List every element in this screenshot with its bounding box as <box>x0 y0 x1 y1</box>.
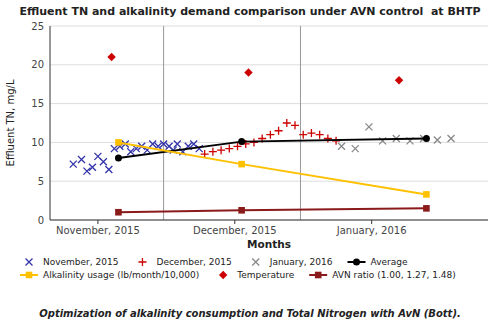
grid-line <box>50 181 488 182</box>
legend-marker <box>315 272 322 279</box>
x-axis-line <box>50 220 488 221</box>
point <box>395 76 403 84</box>
legend-item: AVN ratio (1.00, 1.27, 1.48) <box>309 270 456 280</box>
point <box>78 156 85 163</box>
x-tick-label: January, 2016 <box>336 225 407 236</box>
point <box>423 205 430 212</box>
line <box>118 208 426 212</box>
y-tick-label: 25 <box>31 21 44 32</box>
legend-marker <box>219 271 227 279</box>
series <box>115 205 430 215</box>
point <box>244 68 252 76</box>
series <box>115 139 430 198</box>
legend-marker <box>252 259 259 266</box>
point <box>225 145 233 153</box>
divider-line <box>163 26 164 220</box>
point <box>115 154 122 161</box>
background <box>0 0 500 323</box>
point <box>209 148 217 156</box>
point <box>434 137 441 144</box>
point <box>291 121 299 129</box>
point <box>324 135 332 143</box>
point <box>338 143 345 150</box>
y-tick-label: 20 <box>31 59 44 70</box>
point <box>299 131 307 139</box>
series <box>338 123 455 152</box>
legend-item: January, 2016 <box>252 257 333 267</box>
point <box>307 129 315 137</box>
x-axis: November, 2015 December, 2015 January, 201… <box>56 220 407 236</box>
x-tick <box>97 220 98 224</box>
point <box>217 146 225 154</box>
x-tick-label: November, 2015 <box>56 225 140 236</box>
x-tick <box>371 220 372 224</box>
line <box>118 142 426 194</box>
legend-marker <box>26 259 33 266</box>
legend-item: Average <box>348 257 408 267</box>
y-axis-line <box>50 26 51 220</box>
y-tick-label: 0 <box>38 215 44 226</box>
line <box>118 139 426 158</box>
point <box>316 131 324 139</box>
series <box>201 119 340 158</box>
y-tick-label: 15 <box>31 98 44 109</box>
point <box>266 131 274 139</box>
legend-item: Temperature <box>219 270 295 280</box>
legend-marker <box>138 258 146 266</box>
y-axis: 0 5 10 15 20 25 <box>31 21 488 226</box>
legend-item: November, 2015 <box>26 257 119 267</box>
point <box>365 123 372 130</box>
point <box>423 135 430 142</box>
point <box>174 140 181 147</box>
grid-line <box>50 220 488 221</box>
legend-label: January, 2016 <box>269 257 333 267</box>
legend-item: December, 2015 <box>138 257 231 267</box>
point <box>115 209 122 216</box>
grid-line <box>50 26 488 27</box>
legend-marker <box>353 259 360 266</box>
legend-label: November, 2015 <box>43 257 118 267</box>
plot-area <box>70 26 455 220</box>
y-tick-label: 10 <box>31 137 44 148</box>
point <box>107 53 115 61</box>
point <box>238 207 245 214</box>
x-tick <box>234 220 235 224</box>
point <box>352 145 359 152</box>
x-tick-label: December, 2015 <box>193 225 277 236</box>
x-axis-label: Months <box>247 238 291 250</box>
legend-label: Average <box>371 257 408 267</box>
series <box>115 135 430 161</box>
y-tick-label: 5 <box>38 176 44 187</box>
point <box>89 164 96 171</box>
point <box>100 158 107 165</box>
point <box>115 139 122 146</box>
chart: Effluent TN and alkalinity demand compar… <box>0 0 500 323</box>
grid-line <box>50 103 488 104</box>
divider-line <box>300 26 301 220</box>
point <box>105 166 112 173</box>
legend-item: Alkalinity usage (lb/month/10,000) <box>20 270 199 280</box>
point <box>238 161 245 168</box>
series <box>107 53 403 85</box>
y-axis-label: Effluent TN, mg/L <box>5 79 16 166</box>
legend-label: Alkalinity usage (lb/month/10,000) <box>43 270 199 280</box>
point <box>283 119 291 127</box>
point <box>448 135 455 142</box>
legend-marker <box>26 272 33 279</box>
caption: Optimization of alkalinity consumption a… <box>39 308 461 319</box>
point <box>423 191 430 198</box>
point <box>238 138 245 145</box>
title: Effluent TN and alkalinity demand compar… <box>19 5 480 18</box>
point <box>275 127 283 135</box>
legend-label: AVN ratio (1.00, 1.27, 1.48) <box>332 270 456 280</box>
legend-label: December, 2015 <box>156 257 231 267</box>
point <box>70 161 77 168</box>
legend: November, 2015 December, 2015 January, 201… <box>20 257 456 280</box>
grid-line <box>50 64 488 65</box>
legend-label: Temperature <box>236 270 294 280</box>
